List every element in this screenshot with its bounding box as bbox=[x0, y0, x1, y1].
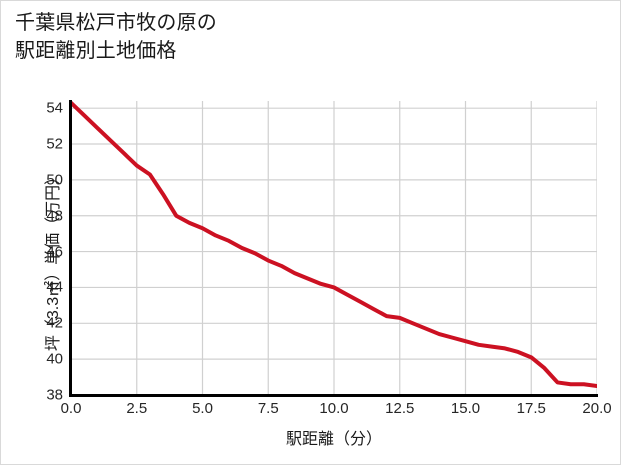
y-tick-label: 44 bbox=[46, 278, 63, 296]
y-axis-spine bbox=[69, 100, 72, 397]
grid-lines bbox=[71, 101, 597, 395]
x-tick-label: 17.5 bbox=[516, 400, 546, 417]
y-tick-label: 50 bbox=[46, 171, 63, 189]
x-axis-label: 駅距離（分） bbox=[285, 431, 382, 448]
y-tick-label: 52 bbox=[46, 135, 63, 153]
x-tick-label: 7.5 bbox=[257, 400, 279, 417]
y-tick-label: 42 bbox=[46, 314, 63, 332]
y-tick-label: 38 bbox=[46, 386, 63, 404]
x-tick-label: 12.5 bbox=[385, 400, 415, 417]
x-tick-label: 2.5 bbox=[126, 400, 148, 417]
x-tick-label: 0.0 bbox=[60, 400, 82, 417]
y-tick-label: 48 bbox=[46, 207, 63, 225]
x-tick-label: 20.0 bbox=[582, 400, 612, 417]
y-tick-label: 54 bbox=[46, 99, 63, 117]
y-tick-label: 40 bbox=[46, 350, 63, 368]
price-line bbox=[71, 101, 597, 389]
x-axis-spine bbox=[69, 394, 598, 397]
x-tick-label: 15.0 bbox=[450, 400, 481, 417]
y-axis-ticks: 38 40 42 44 46 48 50 52 54 bbox=[1, 1, 69, 464]
page-title: 千葉県松戸市牧の原の 駅距離別土地価格 bbox=[15, 12, 217, 63]
y-axis-label: 坪（3.3㎡）単価（万円） bbox=[45, 168, 62, 352]
x-tick-label: 5.0 bbox=[192, 400, 213, 417]
x-tick-label: 10.0 bbox=[319, 400, 349, 417]
plot-area bbox=[71, 101, 597, 395]
y-tick-label: 46 bbox=[46, 243, 63, 261]
data-line-layer bbox=[71, 101, 597, 389]
